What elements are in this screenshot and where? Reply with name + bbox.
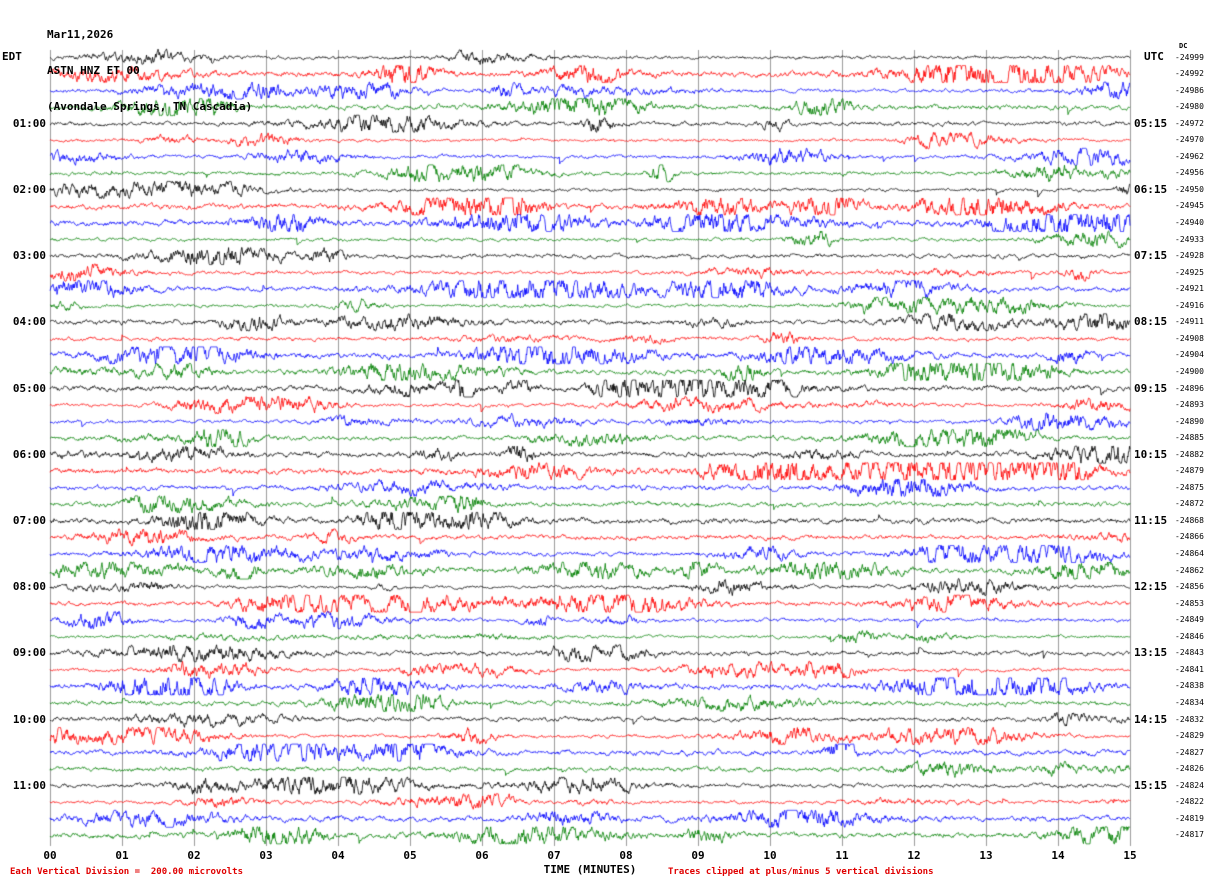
x-tick-label: 01 <box>115 849 129 862</box>
x-tick-label: 15 <box>1123 849 1137 862</box>
x-tick-label: 14 <box>1051 849 1065 862</box>
utc-hour-label: 14:15 <box>1134 712 1168 726</box>
utc-hour-label: 11:15 <box>1134 513 1168 527</box>
trace-offset-label: -24970 <box>1175 135 1204 145</box>
trace-offset-label: -24928 <box>1175 251 1204 261</box>
edt-hour-label: 03:00 <box>12 249 46 263</box>
utc-hour-label: 13:15 <box>1134 646 1168 660</box>
edt-hour-label: 07:00 <box>12 513 46 527</box>
x-tick-label: 09 <box>691 849 705 862</box>
trace-offset-label: -24822 <box>1175 797 1204 807</box>
trace-offset-label: -24841 <box>1175 664 1204 674</box>
x-tick-label: 08 <box>619 849 633 862</box>
utc-hour-label: 06:15 <box>1134 182 1168 196</box>
x-axis-title: TIME (MINUTES) <box>543 863 637 876</box>
trace-offset-label: -24875 <box>1175 482 1204 492</box>
trace-offset-label: -24999 <box>1175 52 1204 62</box>
trace-offset-label: -24945 <box>1175 201 1204 211</box>
trace-offset-label: -24925 <box>1175 267 1204 277</box>
trace-offset-label: -24992 <box>1175 69 1204 79</box>
utc-hour-label: 15:15 <box>1134 778 1168 792</box>
x-tick-label: 00 <box>43 849 57 862</box>
x-tick-label: 02 <box>187 849 201 862</box>
trace-offset-label: -24872 <box>1175 499 1204 509</box>
x-tick-label: 11 <box>835 849 849 862</box>
edt-hour-label: 05:00 <box>12 381 46 395</box>
trace-offset-label: -24921 <box>1175 284 1204 294</box>
trace-offset-label: -24817 <box>1175 830 1204 840</box>
offset-column-title: DC <box>1179 42 1188 50</box>
edt-hour-label: 02:00 <box>12 182 46 196</box>
trace-offset-label: -24862 <box>1175 565 1204 575</box>
trace-offset-label: -24933 <box>1175 234 1204 244</box>
utc-hour-label: 10:15 <box>1134 447 1168 461</box>
trace-offset-label: -24846 <box>1175 631 1204 641</box>
x-tick-label: 04 <box>331 849 345 862</box>
trace-offset-label: -24879 <box>1175 466 1204 476</box>
trace-offset-label: -24972 <box>1175 118 1204 128</box>
x-tick-label: 13 <box>979 849 993 862</box>
trace-offset-label: -24819 <box>1175 813 1204 823</box>
header-station: ASTN HNZ ET 00 <box>47 64 140 77</box>
trace-offset-label: -24980 <box>1175 102 1204 112</box>
trace-offset-label: -24832 <box>1175 714 1204 724</box>
trace-offset-label: -24866 <box>1175 532 1204 542</box>
x-tick-label: 06 <box>475 849 489 862</box>
utc-hour-label: 12:15 <box>1134 580 1168 594</box>
edt-hour-label: 10:00 <box>12 712 46 726</box>
trace-offset-label: -24885 <box>1175 433 1204 443</box>
header-date: Mar11,2026 <box>47 28 114 41</box>
utc-hour-label: 07:15 <box>1134 249 1168 263</box>
utc-hour-label: 08:15 <box>1134 315 1168 329</box>
x-tick-label: 05 <box>403 849 417 862</box>
trace-offset-label: -24890 <box>1175 416 1204 426</box>
trace-offset-label: -24962 <box>1175 151 1204 161</box>
trace-offset-label: -24829 <box>1175 731 1204 741</box>
trace-offset-label: -24826 <box>1175 764 1204 774</box>
header-location: (Avondale Springs, TN Cascadia) <box>47 100 253 113</box>
trace-offset-label: -24908 <box>1175 333 1204 343</box>
trace-offset-label: -24950 <box>1175 184 1204 194</box>
clip-note: Traces clipped at plus/minus 5 vertical … <box>668 867 934 877</box>
x-tick-label: 07 <box>547 849 561 862</box>
trace-offset-label: -24900 <box>1175 366 1204 376</box>
left-axis-title: EDT <box>2 50 22 63</box>
edt-hour-label: 06:00 <box>12 447 46 461</box>
x-tick-label: 03 <box>259 849 273 862</box>
trace-offset-label: -24853 <box>1175 598 1204 608</box>
trace-offset-label: -24896 <box>1175 383 1204 393</box>
trace-offset-label: -24864 <box>1175 549 1204 558</box>
trace-offset-label: -24911 <box>1175 317 1204 327</box>
edt-hour-label: 08:00 <box>12 580 46 594</box>
trace-offset-label: -24827 <box>1175 747 1204 757</box>
trace-offset-label: -24956 <box>1175 168 1204 178</box>
trace-offset-label: -24824 <box>1175 780 1204 790</box>
trace-offset-label: -24843 <box>1175 648 1204 658</box>
utc-hour-label: 05:15 <box>1134 116 1168 130</box>
edt-hour-label: 01:00 <box>12 116 46 130</box>
edt-hour-label: 09:00 <box>12 646 46 660</box>
trace-offset-label: -24916 <box>1175 300 1204 310</box>
x-tick-label: 12 <box>907 849 921 862</box>
trace-offset-label: -24893 <box>1175 400 1204 410</box>
x-tick-label: 10 <box>763 849 777 862</box>
header: Mar11,2026 ASTN HNZ ET 00 (Avondale Spri… <box>47 5 252 137</box>
trace-offset-label: -24882 <box>1175 449 1204 459</box>
trace-offset-label: -24856 <box>1175 582 1204 592</box>
edt-hour-label: 04:00 <box>12 315 46 329</box>
right-axis-title: UTC <box>1144 50 1164 63</box>
scale-note: Each Vertical Division = 200.00 microvol… <box>10 867 243 877</box>
trace-offset-label: -24849 <box>1175 615 1204 625</box>
trace-offset-label: -24940 <box>1175 218 1204 227</box>
trace-offset-label: -24904 <box>1175 350 1204 360</box>
utc-hour-label: 09:15 <box>1134 381 1168 395</box>
trace-offset-label: -24838 <box>1175 681 1204 691</box>
trace-offset-label: -24986 <box>1175 85 1204 95</box>
trace-offset-label: -24834 <box>1175 697 1204 707</box>
edt-hour-label: 11:00 <box>12 778 46 792</box>
trace-offset-label: -24868 <box>1175 515 1204 525</box>
